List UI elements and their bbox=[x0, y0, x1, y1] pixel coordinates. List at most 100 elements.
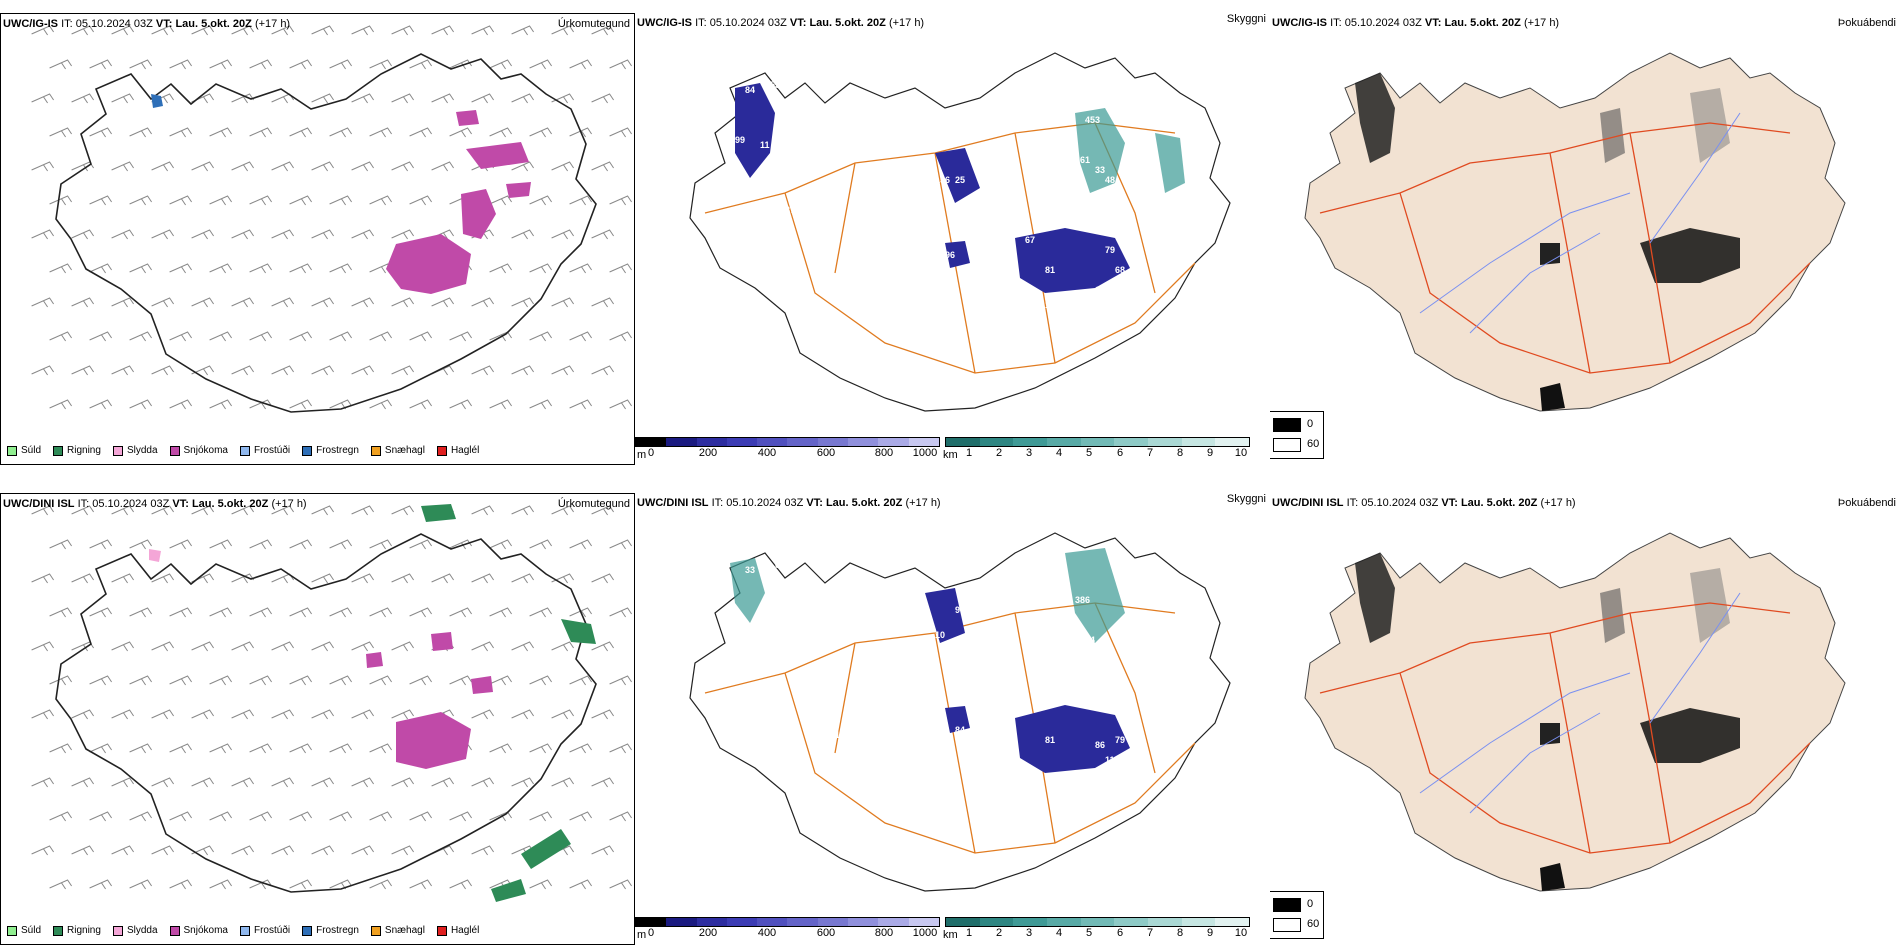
distance-colorbar: 1 2 3 4 5 6 7 8 9 10 km bbox=[943, 917, 1250, 941]
wind-barb bbox=[249, 743, 273, 754]
wind-barb bbox=[351, 93, 375, 104]
wind-barb bbox=[129, 675, 153, 686]
colorbar-unit: m bbox=[637, 929, 647, 941]
visibility-value: 79 bbox=[1105, 245, 1115, 255]
wind-barb bbox=[169, 59, 193, 70]
legend-item: Frostregn bbox=[302, 445, 359, 456]
wind-barb bbox=[169, 263, 193, 274]
tick-label: 0 bbox=[647, 447, 655, 459]
legend-item: Haglél bbox=[436, 925, 479, 936]
fog-area bbox=[1690, 88, 1730, 163]
wind-barb bbox=[529, 743, 553, 754]
wind-barb bbox=[569, 607, 593, 618]
tick-label: 400 bbox=[757, 447, 777, 459]
wind-barb bbox=[151, 573, 175, 584]
fog-area bbox=[1540, 723, 1560, 745]
wind-barb bbox=[569, 539, 593, 550]
fog-area bbox=[1540, 243, 1560, 265]
wind-barb bbox=[209, 743, 233, 754]
tick-label: 3 bbox=[1025, 447, 1033, 459]
wind-barb bbox=[231, 641, 255, 652]
wind-barb bbox=[169, 675, 193, 686]
wind-barb bbox=[129, 263, 153, 274]
wind-barb bbox=[169, 607, 193, 618]
visibility-map-1: 84 53 93 82 99 11 16 87 104 10 106 156 25 96 33 39 453 26… bbox=[689, 52, 1231, 412]
wind-barb bbox=[31, 25, 55, 36]
wind-barb bbox=[231, 777, 255, 788]
snow-area bbox=[366, 652, 383, 668]
wind-barb bbox=[609, 263, 633, 274]
wind-barb bbox=[471, 845, 495, 856]
fog-legend: 0 60 bbox=[1270, 411, 1324, 459]
wind-barb bbox=[431, 93, 455, 104]
legend-swatch bbox=[239, 445, 250, 456]
wind-barb bbox=[551, 229, 575, 240]
visibility-value: 25 bbox=[955, 175, 965, 185]
wind-barb bbox=[489, 127, 513, 138]
wind-barb bbox=[71, 505, 95, 516]
wind-barb bbox=[151, 777, 175, 788]
wind-barb bbox=[31, 365, 55, 376]
wind-barb bbox=[489, 743, 513, 754]
low-visibility-area bbox=[1075, 108, 1125, 193]
wind-barb bbox=[31, 229, 55, 240]
wind-barb bbox=[329, 127, 353, 138]
wind-barb bbox=[609, 743, 633, 754]
visibility-labels: 84 53 93 82 99 11 16 87 104 10 106 156 25 96 33 39 453 26… bbox=[735, 80, 1125, 400]
wind-barb bbox=[551, 709, 575, 720]
wind-barb bbox=[289, 331, 313, 342]
wind-barb bbox=[609, 879, 633, 890]
fog-map-1 bbox=[1304, 52, 1846, 412]
visibility-value: 74 bbox=[1000, 265, 1010, 275]
wind-barb bbox=[391, 229, 415, 240]
wind-barb bbox=[151, 229, 175, 240]
panel-header: UWC/DINI ISL IT: 05.10.2024 03Z VT: Lau.… bbox=[3, 498, 307, 510]
wind-barb bbox=[609, 331, 633, 342]
wind-barb bbox=[511, 161, 535, 172]
wind-barb bbox=[71, 229, 95, 240]
wind-barb bbox=[449, 811, 473, 822]
wind-barb bbox=[71, 25, 95, 36]
visibility-value: 48 bbox=[1105, 175, 1115, 185]
legend-swatch bbox=[112, 445, 123, 456]
legend-swatch bbox=[302, 445, 313, 456]
low-visibility-area bbox=[945, 241, 970, 268]
wind-barb bbox=[209, 195, 233, 206]
wind-barb bbox=[471, 505, 495, 516]
wind-barb bbox=[511, 505, 535, 516]
legend-label: 60 bbox=[1307, 918, 1320, 930]
tick-label: 200 bbox=[698, 927, 718, 939]
legend-item: Frostregn bbox=[302, 925, 359, 936]
visibility-value: 84 bbox=[745, 85, 755, 95]
wind-barb bbox=[209, 59, 233, 70]
wind-barb bbox=[409, 675, 433, 686]
legend-item: Súld bbox=[7, 925, 41, 936]
visibility-value: 33 bbox=[745, 565, 755, 575]
rain-area bbox=[521, 829, 571, 869]
wind-barb bbox=[391, 297, 415, 308]
wind-barb bbox=[111, 777, 135, 788]
wind-barbs bbox=[31, 25, 633, 410]
tick-label: 6 bbox=[1116, 927, 1124, 939]
fog-area bbox=[1640, 708, 1740, 763]
wind-barb bbox=[529, 127, 553, 138]
wind-barb bbox=[249, 195, 273, 206]
tick-label: 8 bbox=[1176, 927, 1184, 939]
wind-barb bbox=[369, 195, 393, 206]
visibility-value: 68 bbox=[1115, 265, 1125, 275]
wind-barb bbox=[609, 539, 633, 550]
wind-barb bbox=[391, 845, 415, 856]
wind-barb bbox=[471, 573, 495, 584]
wind-barb bbox=[111, 573, 135, 584]
river-network bbox=[1419, 112, 1741, 334]
wind-barb bbox=[89, 539, 113, 550]
low-visibility-area bbox=[1155, 133, 1185, 193]
legend-swatch bbox=[1273, 898, 1301, 912]
wind-barb bbox=[351, 641, 375, 652]
wind-barb bbox=[591, 845, 615, 856]
wind-barb bbox=[31, 161, 55, 172]
wind-barb bbox=[569, 127, 593, 138]
wind-barb bbox=[609, 127, 633, 138]
visibility-value: 219 bbox=[1080, 670, 1095, 680]
visibility-value: 33 bbox=[975, 265, 985, 275]
